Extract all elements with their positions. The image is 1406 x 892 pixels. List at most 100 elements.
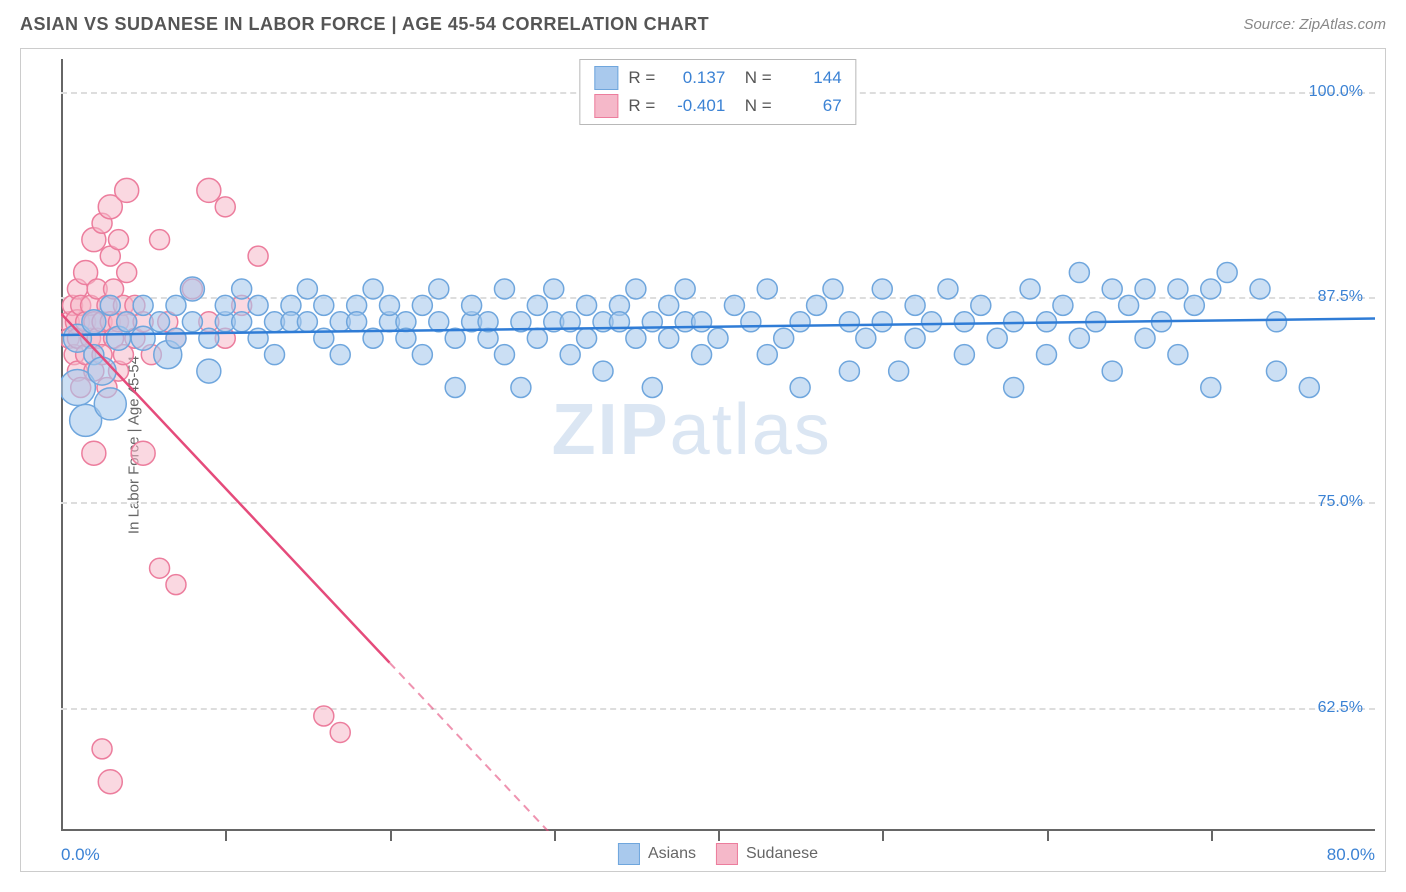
scatter-point [544,279,564,299]
scatter-point [150,230,170,250]
scatter-point [1168,345,1188,365]
scatter-point [1266,312,1286,332]
scatter-point [232,312,252,332]
scatter-point [1020,279,1040,299]
scatter-point [839,312,859,332]
scatter-point [215,295,235,315]
scatter-point [1069,328,1089,348]
trend-line [61,314,390,663]
r-value-sudanese: -0.401 [665,96,725,116]
scatter-point [330,345,350,365]
scatter-point [412,345,432,365]
series-legend: Asians Sudanese [618,843,818,865]
scatter-point [180,277,204,301]
legend-item-sudanese: Sudanese [716,843,818,865]
r-label: R = [628,96,655,116]
scatter-point [133,295,153,315]
scatter-point [108,230,128,250]
scatter-point [248,295,268,315]
scatter-point [774,328,794,348]
scatter-point [100,295,120,315]
scatter-point [839,361,859,381]
scatter-point [1119,295,1139,315]
scatter-point [757,345,777,365]
scatter-point [1004,378,1024,398]
legend-swatch-sudanese [716,843,738,865]
scatter-point [856,328,876,348]
x-axis-min-label: 0.0% [61,845,100,865]
swatch-asians [594,66,618,90]
scatter-point [117,263,137,283]
scatter-point [905,295,925,315]
scatter-point [232,279,252,299]
scatter-point [527,328,547,348]
scatter-point [445,378,465,398]
scatter-point [1201,279,1221,299]
x-tick [225,831,227,841]
scatter-point [115,178,139,202]
scatter-point [131,441,155,465]
scatter-point [577,295,597,315]
scatter-point [265,345,285,365]
scatter-point [790,378,810,398]
scatter-point [724,295,744,315]
scatter-point [166,575,186,595]
scatter-point [593,361,613,381]
scatter-point [297,312,317,332]
scatter-point [905,328,925,348]
correlation-stats-legend: R = 0.137 N = 144 R = -0.401 N = 67 [579,59,856,125]
scatter-point [131,326,155,350]
scatter-point [363,279,383,299]
scatter-point [659,295,679,315]
x-tick [1047,831,1049,841]
scatter-point [741,312,761,332]
x-tick [718,831,720,841]
scatter-point [429,312,449,332]
scatter-point [708,328,728,348]
scatter-point [94,388,126,420]
r-value-asians: 0.137 [665,68,725,88]
chart-title: ASIAN VS SUDANESE IN LABOR FORCE | AGE 4… [20,14,709,35]
x-tick [1211,831,1213,841]
scatter-point [1135,328,1155,348]
scatter-point [560,345,580,365]
scatter-point [1184,295,1204,315]
scatter-point [494,279,514,299]
stats-row-sudanese: R = -0.401 N = 67 [594,92,841,120]
plot-area: In Labor Force | Age 45-54 ZIPatlas R = … [61,59,1375,831]
swatch-sudanese [594,94,618,118]
scatter-point [429,279,449,299]
scatter-point [1135,279,1155,299]
scatter-point [626,279,646,299]
scatter-point [462,295,482,315]
scatter-point [314,295,334,315]
scatter-svg [61,59,1375,831]
scatter-point [1201,378,1221,398]
x-tick [390,831,392,841]
scatter-point [494,345,514,365]
scatter-point [182,312,202,332]
x-tick [554,831,556,841]
scatter-point [197,359,221,383]
scatter-point [954,312,974,332]
n-label: N = [735,96,771,116]
scatter-point [922,312,942,332]
x-tick [882,831,884,841]
legend-swatch-asians [618,843,640,865]
scatter-point [1102,279,1122,299]
scatter-point [642,378,662,398]
scatter-point [659,328,679,348]
r-label: R = [628,68,655,88]
legend-item-asians: Asians [618,843,696,865]
scatter-point [872,279,892,299]
n-value-asians: 144 [782,68,842,88]
scatter-point [823,279,843,299]
scatter-point [1266,361,1286,381]
scatter-point [1053,295,1073,315]
scatter-point [938,279,958,299]
scatter-point [1069,263,1089,283]
chart-header: ASIAN VS SUDANESE IN LABOR FORCE | AGE 4… [20,14,1386,35]
scatter-point [150,558,170,578]
scatter-point [1102,361,1122,381]
scatter-point [527,295,547,315]
